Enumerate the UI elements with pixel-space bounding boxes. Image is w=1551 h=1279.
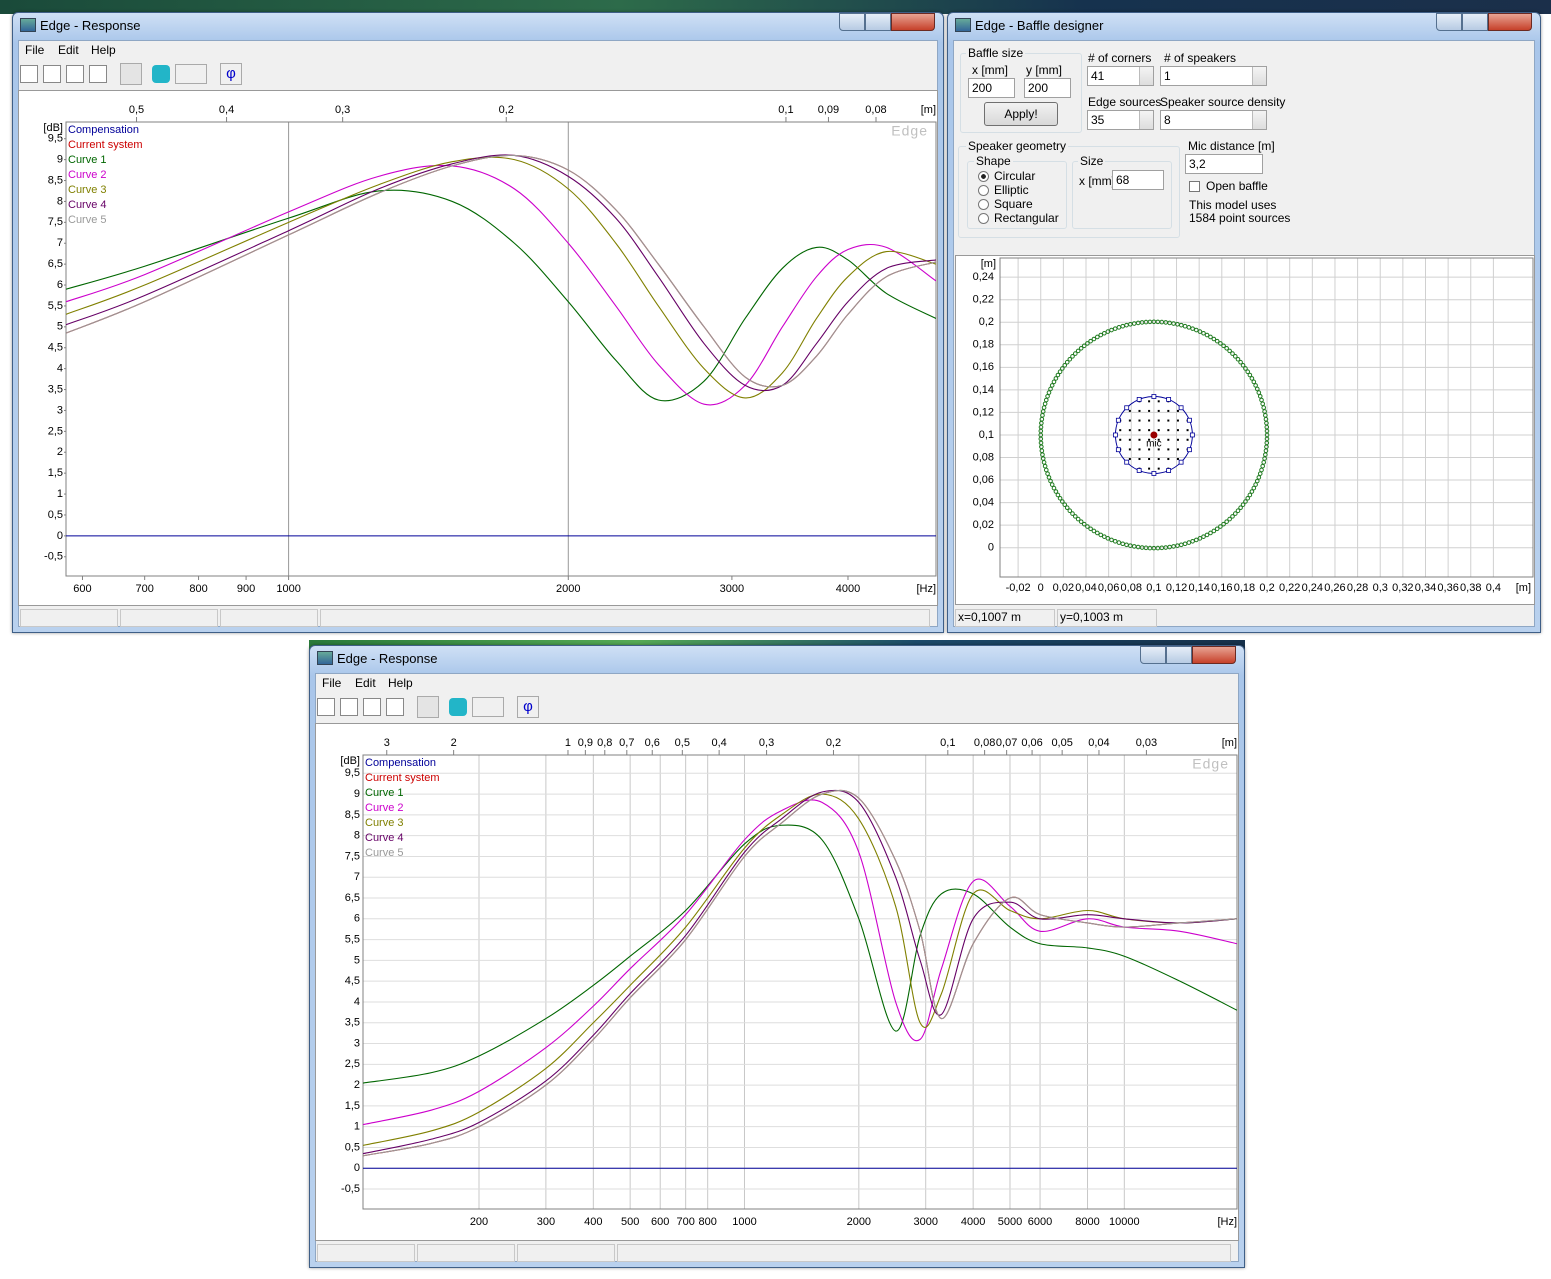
label: # of speakers: [1164, 51, 1237, 65]
group-box: [958, 146, 1180, 238]
status-segment: [317, 1244, 415, 1262]
label: Speaker geometry: [966, 139, 1069, 153]
close-button[interactable]: [891, 13, 935, 31]
menu-item[interactable]: Edit: [355, 676, 376, 690]
maximize-button[interactable]: [1166, 646, 1192, 664]
toolbar-button[interactable]: [449, 698, 467, 716]
label: x [mm]: [972, 63, 1008, 77]
toolbar-phi[interactable]: φ: [517, 696, 539, 718]
spin-arrows[interactable]: [1252, 67, 1266, 85]
label: # of corners: [1088, 51, 1152, 65]
menu-item[interactable]: Help: [388, 676, 413, 690]
label: 1584 point sources: [1189, 211, 1291, 225]
menu-item[interactable]: Help: [91, 43, 116, 57]
toolbar-button[interactable]: [175, 64, 207, 84]
label: x [mm]: [1079, 174, 1115, 188]
window-title: Edge - Response: [337, 651, 438, 666]
desktop-strip: [0, 0, 1551, 14]
toolbar-button[interactable]: [363, 698, 381, 716]
toolbar-button[interactable]: [472, 697, 504, 717]
window-icon: [20, 18, 36, 32]
window-title: Edge - Response: [40, 18, 141, 33]
spin-input[interactable]: 8: [1160, 110, 1267, 130]
menu-item[interactable]: Edit: [58, 43, 79, 57]
minimize-button[interactable]: [1436, 13, 1462, 31]
plot-panel: [315, 723, 1239, 1241]
status-segment: [617, 1244, 1231, 1262]
toolbar-button[interactable]: [120, 63, 142, 85]
group-box: [967, 161, 1067, 229]
status-segment: [517, 1244, 615, 1262]
status-segment: x=0,1007 m: [955, 609, 1055, 627]
toolbar-button[interactable]: [43, 65, 61, 83]
label: Shape: [974, 154, 1013, 168]
close-button[interactable]: [1488, 13, 1532, 31]
label: Size: [1078, 154, 1106, 168]
label: This model uses: [1189, 198, 1277, 212]
spin-input[interactable]: 35: [1087, 110, 1154, 130]
maximize-button[interactable]: [865, 13, 891, 31]
label: Edge sources: [1088, 95, 1162, 109]
menu-item[interactable]: File: [322, 676, 342, 690]
toolbar-button[interactable]: [66, 65, 84, 83]
minimize-button[interactable]: [1140, 646, 1166, 664]
status-segment: [417, 1244, 515, 1262]
radio-button[interactable]: [978, 213, 989, 224]
toolbar-button[interactable]: [89, 65, 107, 83]
toolbar-button[interactable]: [417, 696, 439, 718]
text-input[interactable]: 200: [1024, 78, 1071, 98]
group-box: [1072, 161, 1172, 229]
toolbar-button[interactable]: [317, 698, 335, 716]
radio-button[interactable]: [978, 199, 989, 210]
radio-button[interactable]: [978, 185, 989, 196]
text-input[interactable]: 3,2: [1185, 154, 1263, 174]
checkbox[interactable]: [1189, 181, 1200, 192]
label: Speaker source density: [1160, 95, 1286, 109]
window-icon: [955, 18, 971, 32]
minimize-button[interactable]: [839, 13, 865, 31]
status-segment: [120, 609, 218, 627]
toolbar-button[interactable]: [386, 698, 404, 716]
label: Circular: [994, 169, 1036, 183]
toolbar-button[interactable]: [20, 65, 38, 83]
text-input[interactable]: 200: [968, 78, 1015, 98]
menu-item[interactable]: File: [25, 43, 45, 57]
window-icon: [317, 651, 333, 665]
text-input[interactable]: 68: [1112, 170, 1164, 190]
label: Rectangular: [994, 211, 1059, 225]
status-segment: [220, 609, 318, 627]
toolbar-button[interactable]: [152, 65, 170, 83]
spin-arrows[interactable]: [1252, 111, 1266, 129]
status-segment: [20, 609, 118, 627]
label: Open baffle: [1206, 179, 1268, 193]
maximize-button[interactable]: [1462, 13, 1488, 31]
spin-input[interactable]: 1: [1160, 66, 1267, 86]
spin-arrows[interactable]: [1139, 111, 1153, 129]
label: Baffle size: [966, 46, 1026, 60]
radio-button[interactable]: [978, 171, 989, 182]
apply-button[interactable]: Apply!: [984, 102, 1058, 126]
close-button[interactable]: [1192, 646, 1236, 664]
toolbar-phi[interactable]: φ: [220, 63, 242, 85]
window-title: Edge - Baffle designer: [975, 18, 1104, 33]
plot-panel: [18, 90, 938, 606]
status-segment: [320, 609, 930, 627]
label: Mic distance [m]: [1188, 139, 1275, 153]
toolbar-button[interactable]: [340, 698, 358, 716]
spin-input[interactable]: 41: [1087, 66, 1154, 86]
label: y [mm]: [1026, 63, 1062, 77]
label: Elliptic: [994, 183, 1029, 197]
label: Square: [994, 197, 1033, 211]
status-segment: y=0,1003 m: [1057, 609, 1157, 627]
plot-panel: [955, 255, 1535, 605]
spin-arrows[interactable]: [1139, 67, 1153, 85]
